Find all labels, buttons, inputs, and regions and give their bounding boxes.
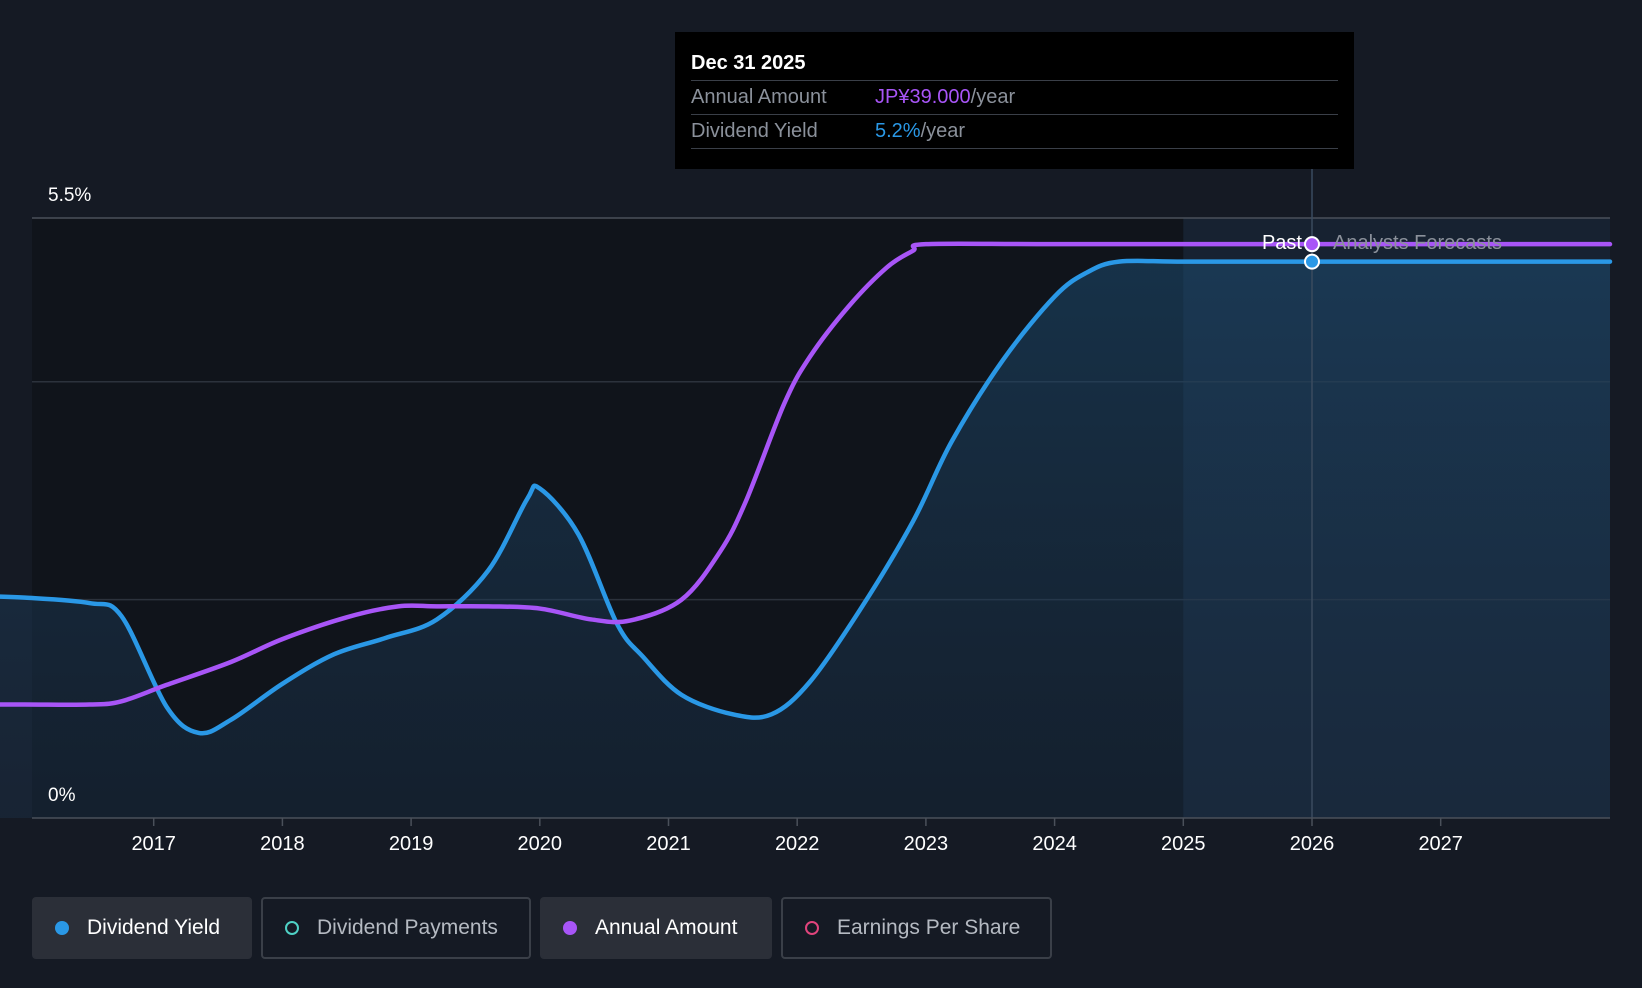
tooltip-unit: /year (970, 86, 1016, 108)
legend-earnings-per-share-button[interactable]: Earnings Per Share (781, 897, 1052, 959)
tooltip-value: 5.2% (875, 120, 921, 142)
tooltip-label: Dividend Yield (691, 120, 818, 142)
dividend-yield-marker (1304, 253, 1320, 270)
marker-layer (1304, 236, 1320, 270)
x-tick-label: 2018 (260, 833, 305, 855)
x-tick-label: 2025 (1161, 833, 1206, 855)
tooltip-row-annual-amount: Annual Amount JP¥39.000 /year (691, 81, 1338, 115)
area-layer (0, 260, 1610, 818)
annual-amount-dot-icon (563, 921, 577, 935)
tooltip-unit: /year (920, 120, 966, 142)
x-tick-label: 2020 (518, 833, 563, 855)
y-tick-label-top: 5.5% (48, 185, 91, 206)
x-axis: 2017 2018 2019 2020 2021 2022 2023 2024 2025 2026… (32, 817, 1610, 855)
earnings-per-share-ring-icon (805, 921, 819, 935)
dividend-yield-area (0, 260, 1610, 818)
annual-amount-marker (1304, 236, 1320, 253)
legend-annual-amount-button[interactable]: Annual Amount (540, 897, 772, 959)
past-label: Past (1262, 232, 1302, 254)
dividend-payments-ring-icon (285, 921, 299, 935)
tooltip-row-dividend-yield: Dividend Yield 5.2% /year (691, 115, 1338, 149)
x-tick-label: 2027 (1418, 833, 1463, 855)
legend-label: Dividend Payments (317, 916, 498, 939)
legend-label: Earnings Per Share (837, 916, 1021, 939)
chart-tooltip: Dec 31 2025 Annual Amount JP¥39.000 /yea… (675, 32, 1354, 169)
legend-label: Dividend Yield (87, 916, 221, 939)
dividend-yield-line (0, 258, 1613, 736)
line-layer (0, 241, 1613, 736)
y-tick-label-bottom: 0% (48, 785, 76, 806)
x-tick-label: 2022 (775, 833, 820, 855)
tooltip-label: Annual Amount (691, 86, 827, 108)
legend-label: Annual Amount (595, 916, 738, 939)
dividend-yield-dot-icon (55, 921, 69, 935)
x-tick-label: 2023 (904, 833, 949, 855)
x-tick-label: 2024 (1032, 833, 1077, 855)
forecast-label: Analysts Forecasts (1333, 232, 1502, 254)
legend-dividend-payments-button[interactable]: Dividend Payments (261, 897, 531, 959)
tooltip-date: Dec 31 2025 (691, 46, 1338, 81)
x-tick-label: 2026 (1290, 833, 1335, 855)
x-tick-label: 2021 (646, 833, 691, 855)
annual-amount-line (0, 241, 1613, 708)
x-tick-label: 2019 (389, 833, 434, 855)
chart-legend: Dividend Yield Dividend Payments Annual … (32, 897, 1052, 959)
x-tick-label: 2017 (131, 833, 176, 855)
tooltip-value: JP¥39.000 (875, 86, 971, 108)
legend-dividend-yield-button[interactable]: Dividend Yield (32, 897, 252, 959)
